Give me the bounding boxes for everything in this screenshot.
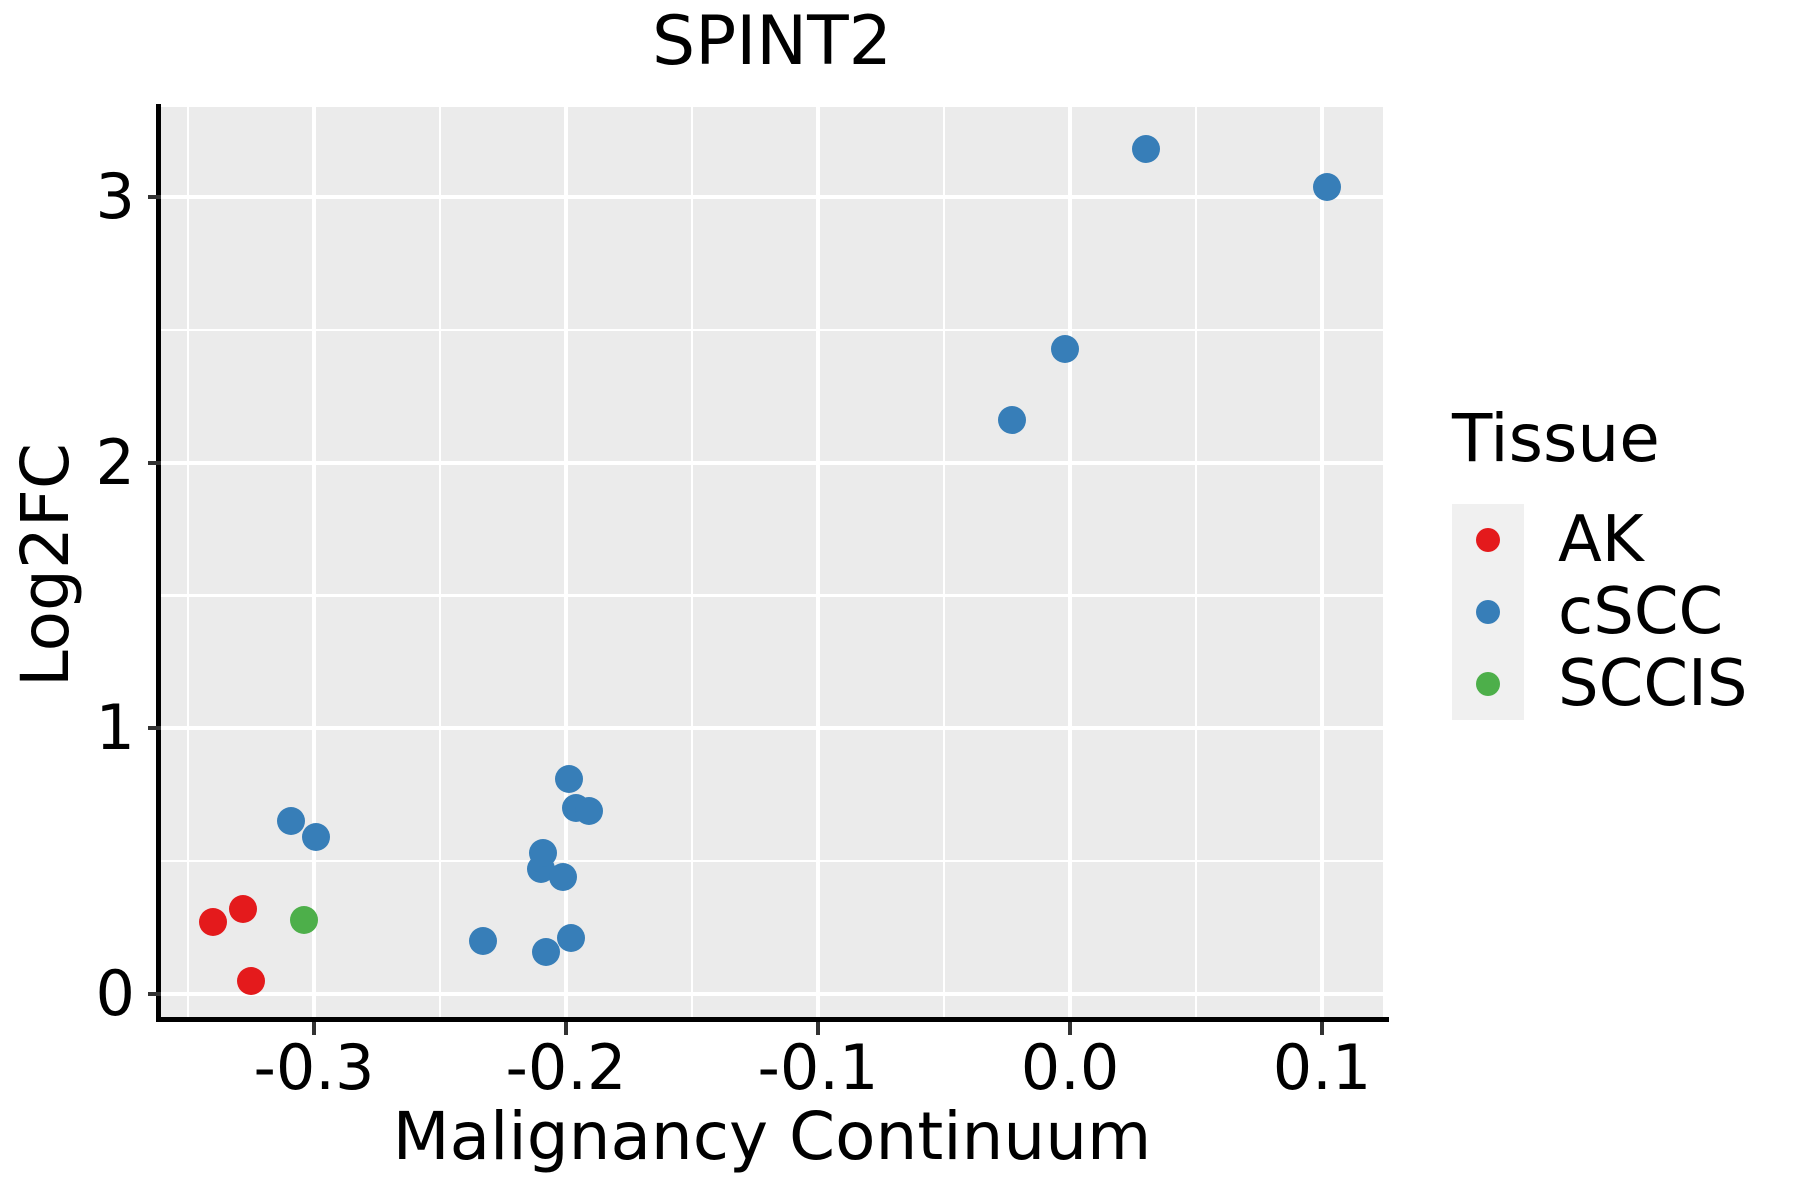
legend-key (1452, 576, 1524, 648)
data-point-cSCC (574, 796, 603, 825)
y-tick-label: 3 (95, 160, 135, 234)
data-point-cSCC (554, 764, 583, 793)
x-axis-line (156, 1017, 1389, 1022)
data-point-cSCC (1131, 135, 1160, 164)
data-point-cSCC (1313, 172, 1342, 201)
y-tick-label: 0 (95, 957, 135, 1031)
x-tick-mark (1068, 1022, 1072, 1035)
data-point-AK (199, 908, 228, 937)
legend-label: cSCC (1558, 575, 1724, 649)
y-tick-label: 1 (95, 691, 135, 765)
legend-label: AK (1558, 503, 1644, 577)
x-tick-label: 0.0 (1020, 1031, 1120, 1104)
x-tick-mark (815, 1022, 820, 1035)
legend-row-SCCIS: SCCIS (1452, 648, 1792, 720)
legend-key (1452, 648, 1524, 720)
x-tick-label: 0.1 (1272, 1031, 1372, 1104)
legend-title: Tissue (1452, 400, 1660, 477)
gridline-x-major (563, 107, 568, 1019)
gridline-y-minor (161, 859, 1383, 863)
gridline-y-major (161, 195, 1383, 200)
legend-key (1452, 504, 1524, 576)
x-tick-label: -0.1 (757, 1031, 879, 1104)
gridline-x-major (1320, 107, 1324, 1019)
y-axis-line (156, 104, 161, 1022)
gridline-y-minor (161, 328, 1383, 332)
x-tick-mark (1320, 1022, 1324, 1035)
data-point-cSCC (277, 807, 306, 836)
y-tick-mark (148, 460, 161, 465)
data-point-SCCIS (289, 905, 318, 934)
plot-panel (161, 107, 1383, 1019)
x-tick-mark (311, 1022, 316, 1035)
y-tick-mark (148, 195, 161, 200)
legend-row-AK: AK (1452, 504, 1792, 576)
x-tick-mark (563, 1022, 568, 1035)
x-tick-label: -0.2 (505, 1031, 627, 1104)
legend-dot-SCCIS (1476, 672, 1500, 696)
legend-dot-cSCC (1476, 600, 1500, 624)
x-axis-title: Malignancy Continuum (392, 1098, 1152, 1175)
gridline-y-major (161, 460, 1383, 465)
legend-dot-AK (1476, 528, 1500, 552)
gridline-x-minor (942, 107, 946, 1019)
legend-label: SCCIS (1558, 647, 1748, 721)
gridline-x-major (311, 107, 316, 1019)
x-tick-label: -0.3 (253, 1031, 375, 1104)
gridline-y-major (161, 726, 1383, 731)
data-point-AK (236, 966, 265, 995)
data-point-AK (229, 895, 258, 924)
gridline-x-minor (690, 107, 694, 1019)
gridline-x-major (815, 107, 820, 1019)
gridline-x-minor (186, 107, 190, 1019)
gridline-x-minor (438, 107, 442, 1019)
gridline-y-major (161, 992, 1383, 997)
data-point-cSCC (529, 839, 558, 868)
plot-title: SPINT2 (652, 2, 892, 81)
y-tick-mark (148, 992, 161, 997)
data-point-cSCC (468, 926, 497, 955)
gridline-x-major (1068, 107, 1072, 1019)
gridline-x-minor (1194, 107, 1198, 1019)
legend-entries: AK cSCC SCCIS (1452, 504, 1792, 720)
data-point-cSCC (557, 924, 586, 953)
gridline-y-minor (161, 594, 1383, 597)
legend: Tissue AK cSCC SCCIS (1452, 403, 1792, 720)
data-point-cSCC (1050, 334, 1079, 363)
y-tick-mark (148, 726, 161, 731)
data-point-cSCC (302, 823, 331, 852)
y-tick-label: 2 (95, 425, 135, 499)
data-point-cSCC (531, 937, 560, 966)
legend-row-cSCC: cSCC (1452, 576, 1792, 648)
data-point-cSCC (549, 863, 578, 892)
data-point-cSCC (998, 406, 1027, 435)
